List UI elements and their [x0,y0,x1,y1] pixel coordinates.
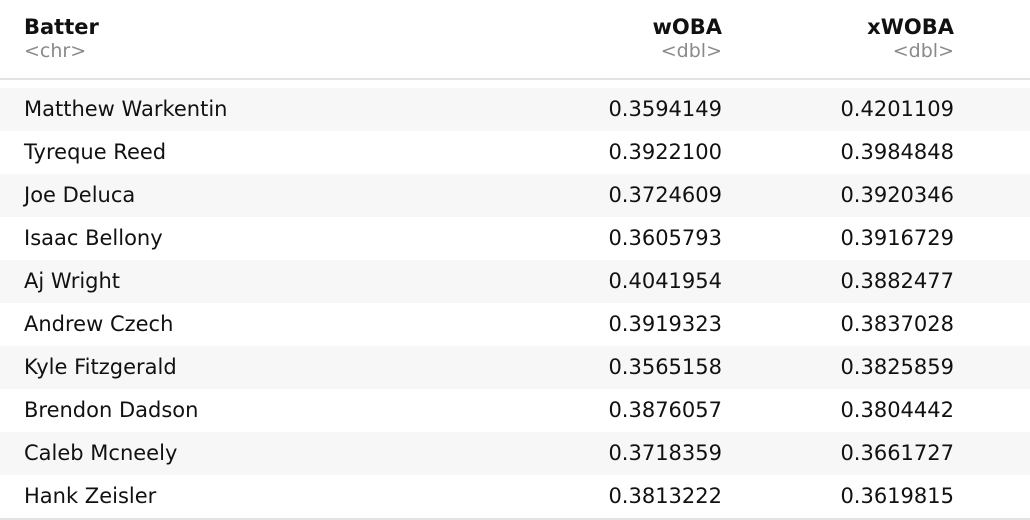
table-row[interactable]: Joe Deluca 0.3724609 0.3920346 [0,174,1030,217]
cell-woba: 0.3813222 [500,475,740,520]
cell-woba: 0.3605793 [608,226,722,250]
cell-batter: Aj Wright [0,260,500,303]
cell-xwoba: 0.3920346 [740,174,1030,217]
cell-woba: 0.3724609 [500,174,740,217]
table-row[interactable]: Tyreque Reed 0.3922100 0.3984848 [0,131,1030,174]
table-row[interactable]: Caleb Mcneely 0.3718359 0.3661727 [0,432,1030,475]
cell-batter: Brendon Dadson [24,398,199,422]
column-header-xwoba[interactable]: xWOBA <dbl> [740,0,1030,80]
table-row[interactable]: Aj Wright 0.4041954 0.3882477 [0,260,1030,303]
column-header-batter[interactable]: Batter <chr> [0,0,500,80]
cell-woba: 0.3594149 [500,88,740,131]
column-type: <dbl> [892,40,954,62]
table-body: Matthew Warkentin 0.3594149 0.4201109 Tyreq… [0,79,1030,520]
cell-batter: Andrew Czech [24,312,174,336]
table-row[interactable]: Andrew Czech 0.3919323 0.3837028 [0,303,1030,346]
cell-xwoba: 0.4201109 [740,88,1030,131]
spacer-row [0,79,1030,88]
table-row[interactable]: Isaac Bellony 0.3605793 0.3916729 [0,217,1030,260]
cell-xwoba: 0.3882477 [740,260,1030,303]
column-type: <chr> [24,40,87,62]
cell-woba: 0.3718359 [500,432,740,475]
cell-xwoba: 0.3661727 [740,432,1030,475]
cell-batter: Isaac Bellony [24,226,163,250]
cell-batter: Joe Deluca [0,174,500,217]
table-row[interactable]: Hank Zeisler 0.3813222 0.3619815 [0,475,1030,520]
cell-batter: Matthew Warkentin [0,88,500,131]
column-name: Batter [24,15,99,39]
cell-xwoba: 0.3916729 [840,226,954,250]
table-row[interactable]: Kyle Fitzgerald 0.3565158 0.3825859 [0,346,1030,389]
cell-woba: 0.3922100 [608,140,722,164]
cell-woba: 0.3876057 [608,398,722,422]
cell-xwoba: 0.3984848 [840,140,954,164]
column-header-woba[interactable]: wOBA <dbl> [500,0,740,80]
table-header: Batter <chr> wOBA <dbl> xWOBA <dbl> [0,0,1030,80]
column-type: <dbl> [660,40,722,62]
cell-batter: Hank Zeisler [0,475,500,520]
cell-woba: 0.4041954 [500,260,740,303]
cell-batter: Kyle Fitzgerald [0,346,500,389]
cell-xwoba: 0.3837028 [840,312,954,336]
cell-xwoba: 0.3825859 [740,346,1030,389]
table-row[interactable]: Matthew Warkentin 0.3594149 0.4201109 [0,88,1030,131]
header-row: Batter <chr> wOBA <dbl> xWOBA <dbl> [0,0,1030,80]
column-name: xWOBA [867,15,954,39]
cell-xwoba: 0.3619815 [740,475,1030,520]
column-name: wOBA [652,15,722,39]
table-row[interactable]: Brendon Dadson 0.3876057 0.3804442 [0,389,1030,432]
cell-woba: 0.3565158 [500,346,740,389]
cell-woba: 0.3919323 [608,312,722,336]
cell-batter: Tyreque Reed [24,140,167,164]
cell-batter: Caleb Mcneely [0,432,500,475]
cell-xwoba: 0.3804442 [840,398,954,422]
